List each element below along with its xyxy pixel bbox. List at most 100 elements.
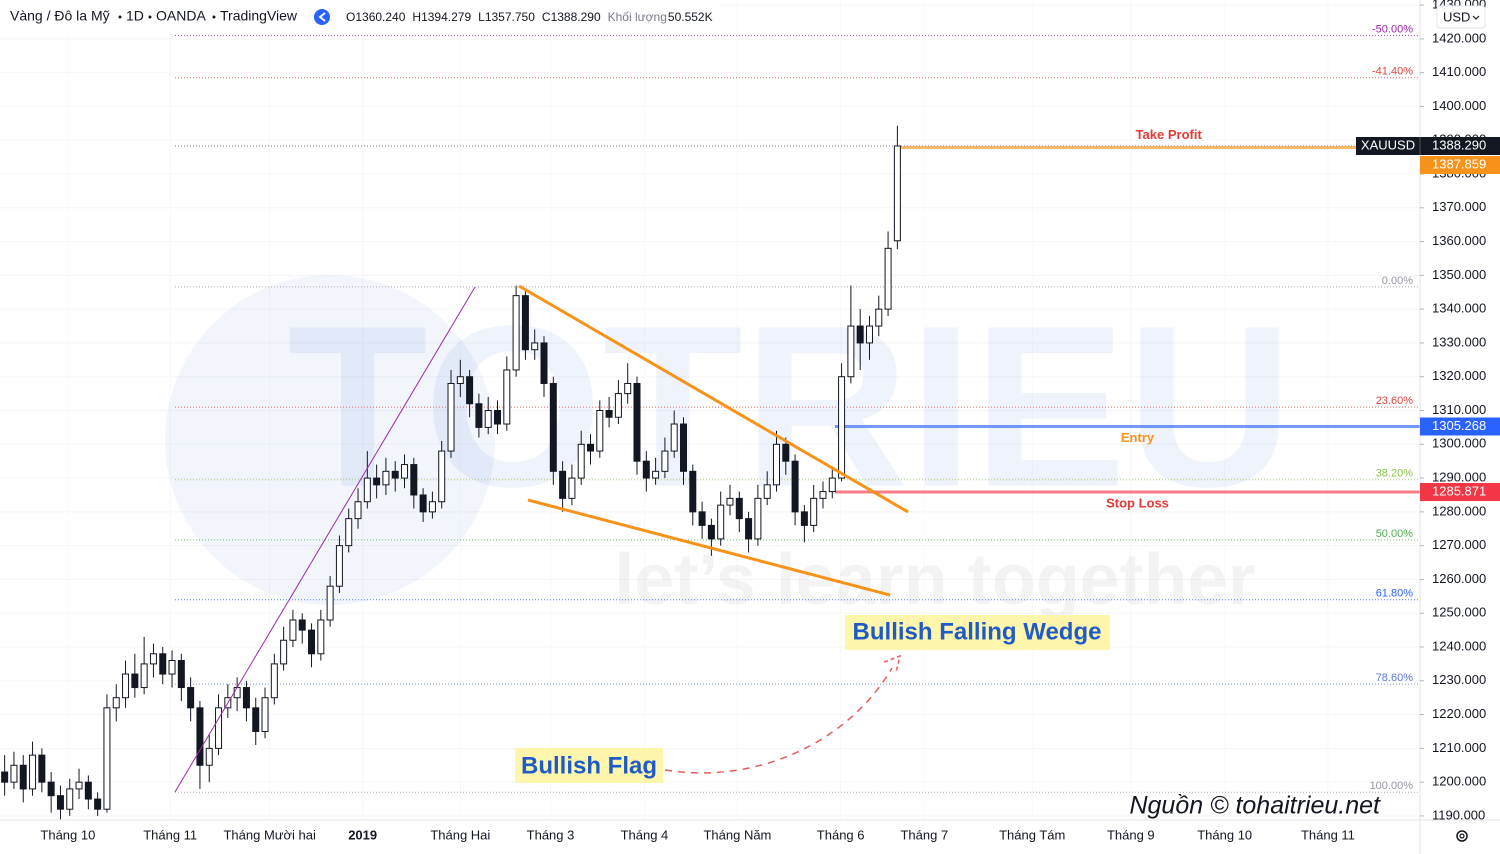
candle-body bbox=[75, 781, 83, 790]
candle-body bbox=[782, 443, 790, 462]
candle-body bbox=[317, 619, 325, 655]
currency-button[interactable] bbox=[1436, 5, 1486, 29]
candle-body bbox=[19, 764, 27, 790]
candle-body bbox=[196, 707, 204, 766]
candle-body bbox=[428, 501, 436, 513]
wedge-lower-line bbox=[527, 498, 891, 597]
ohlc-value: 1357.750 bbox=[485, 10, 535, 24]
settings-icon-center bbox=[1459, 833, 1465, 839]
candle-body bbox=[484, 410, 492, 428]
x-tick-label: Tháng Tám bbox=[999, 827, 1065, 842]
symbol-tag-price: 1388.290 bbox=[1432, 137, 1486, 152]
wedge-upper-line bbox=[518, 284, 909, 514]
exchange: OANDA bbox=[156, 8, 206, 24]
candle-body bbox=[679, 423, 687, 472]
trend-line bbox=[174, 286, 476, 793]
price-tag-label: 1285.871 bbox=[1432, 483, 1486, 498]
y-tick-label: 1360.000 bbox=[1432, 233, 1486, 248]
candle-body bbox=[289, 619, 297, 641]
candle-body bbox=[345, 518, 353, 547]
y-tick-label: 1320.000 bbox=[1432, 368, 1486, 383]
candle-body bbox=[215, 707, 223, 749]
fib-label: 78.60% bbox=[1376, 672, 1414, 684]
candle-body bbox=[884, 247, 892, 310]
currency: USD bbox=[1443, 9, 1470, 24]
candle-body bbox=[726, 497, 734, 506]
candle-body bbox=[131, 673, 139, 689]
fib-label: 0.00% bbox=[1382, 275, 1413, 287]
candle-body bbox=[410, 464, 418, 496]
candle-body bbox=[354, 501, 362, 520]
candle-body bbox=[159, 653, 167, 675]
candle-body bbox=[261, 697, 269, 732]
y-tick-label: 1240.000 bbox=[1432, 638, 1486, 653]
price-tag-label: 1387.859 bbox=[1432, 156, 1486, 171]
settings-icon[interactable] bbox=[1456, 830, 1468, 842]
candle-body bbox=[122, 673, 130, 699]
fib-label: 100.00% bbox=[1370, 780, 1414, 792]
candle-body bbox=[614, 393, 622, 418]
candle-body bbox=[475, 403, 483, 428]
candle-body bbox=[456, 376, 464, 384]
candle-body bbox=[233, 687, 241, 699]
candle-body bbox=[187, 687, 195, 709]
level-name: Stop Loss bbox=[1106, 495, 1169, 510]
price-tag-label: 1305.268 bbox=[1432, 418, 1486, 433]
candle-body bbox=[717, 504, 725, 540]
candle-body bbox=[559, 470, 567, 499]
candle-body bbox=[270, 663, 278, 699]
y-tick-label: 1200.000 bbox=[1432, 774, 1486, 789]
candle-body bbox=[94, 798, 102, 810]
header: Vàng / Đô la Mỹ 1D OANDA TradingView O 13… bbox=[10, 5, 1486, 842]
candle-body bbox=[828, 477, 836, 493]
watermark: TOTRIEU let’s learn together bbox=[165, 275, 1293, 620]
x-tick-label: Tháng 11 bbox=[143, 827, 197, 842]
price-tags: 1387.859 1305.268 1285.871 XAUUSD 1388.290 bbox=[1356, 136, 1500, 502]
candle-body bbox=[363, 477, 371, 503]
candle-body bbox=[763, 484, 771, 499]
candle-body bbox=[103, 707, 111, 810]
y-tick-label: 1300.000 bbox=[1432, 436, 1486, 451]
drawings: Bullish Falling Wedge Bullish Flag Nguồn… bbox=[174, 284, 1381, 820]
watermark-tagline: let’s learn together bbox=[614, 540, 1256, 620]
x-tick-label: 2019 bbox=[348, 827, 377, 842]
annotation-bg bbox=[845, 615, 1110, 650]
source-credit: Nguồn © tohaitrieu.net bbox=[1129, 792, 1381, 820]
price-tag bbox=[1420, 483, 1500, 502]
candle-body bbox=[605, 410, 613, 418]
fib-label: 50.00% bbox=[1376, 528, 1414, 540]
separator bbox=[148, 15, 152, 19]
candle-body bbox=[754, 497, 762, 540]
y-tick-label: 1350.000 bbox=[1432, 267, 1486, 282]
candle-body bbox=[401, 464, 409, 479]
candle-body bbox=[875, 308, 883, 327]
platform: TradingView bbox=[220, 8, 298, 24]
candle-body bbox=[540, 342, 548, 384]
ohlc-key: C bbox=[542, 10, 551, 24]
price-tag bbox=[1420, 155, 1500, 174]
candle-body bbox=[596, 410, 604, 452]
ohlc-key: O bbox=[346, 10, 355, 24]
candle-body bbox=[438, 450, 446, 503]
candle-body bbox=[735, 497, 743, 520]
candle-body bbox=[29, 754, 37, 790]
x-tick-label: Tháng Hai bbox=[430, 827, 490, 842]
replay-icon[interactable] bbox=[314, 9, 330, 25]
fib-label: -41.40% bbox=[1372, 66, 1413, 78]
candle-body bbox=[252, 707, 260, 732]
annotation: Bullish Flag bbox=[521, 752, 657, 779]
x-tick-label: Tháng 6 bbox=[817, 827, 865, 842]
ohlc-key: L bbox=[478, 10, 485, 24]
y-tick-label: 1330.000 bbox=[1432, 334, 1486, 349]
x-tick-label: Tháng 7 bbox=[900, 827, 948, 842]
candle-body bbox=[707, 524, 715, 540]
candle-body bbox=[66, 788, 74, 810]
x-tick-label: Tháng Mười hai bbox=[223, 827, 315, 842]
levels-layer: Take Profit Entry Stop Loss bbox=[175, 127, 1420, 510]
x-tick-label: Tháng 10 bbox=[1197, 827, 1252, 842]
x-tick-label: Tháng 10 bbox=[40, 827, 95, 842]
price-tag bbox=[1420, 417, 1500, 436]
candle-body bbox=[112, 697, 120, 709]
